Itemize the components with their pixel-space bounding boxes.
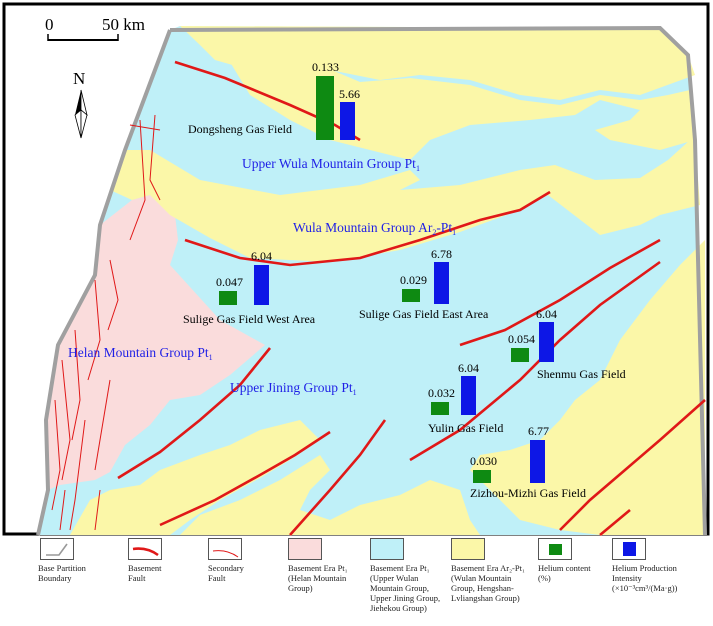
helium-value: 0.029 (400, 273, 427, 287)
north-arrow-icon (75, 90, 81, 115)
ar-swatch (451, 538, 485, 560)
helium-value: 0.047 (216, 275, 243, 289)
label-wula: Wula Mountain Group Ar2-Pt1 (293, 220, 456, 237)
field-name: Yulin Gas Field (428, 421, 503, 435)
production-value: 6.04 (251, 249, 272, 263)
production-bar (461, 376, 476, 415)
north-arrow: N (73, 69, 88, 139)
region-helan-fill (46, 195, 265, 490)
fault-east (459, 238, 661, 347)
helan-swatch (288, 538, 322, 560)
helium-bar (473, 470, 491, 483)
helium-swatch (538, 538, 572, 560)
label-upper-wula: Upper Wula Mountain Group Pt1 (242, 156, 420, 173)
base-partition-boundary (36, 25, 707, 536)
secondary-fault-swatch (208, 538, 242, 560)
helium-bar (219, 291, 237, 305)
helium-bar (511, 348, 529, 362)
legend-helium-content: Helium content (%) (538, 538, 591, 583)
region-sw-ar-fill (180, 455, 480, 535)
field-name: Shenmu Gas Field (537, 367, 626, 381)
helium-value: 0.133 (312, 60, 339, 74)
label-upper-jining: Upper Jining Group Pt1 (230, 380, 357, 397)
legend-ar-era: Basement Era Ar₂-Pt₁ (Wulan Mountain Group… (451, 538, 525, 603)
basement-faults (117, 60, 706, 536)
production-bar (254, 265, 269, 305)
fault-south (289, 419, 387, 536)
helium-bar (402, 289, 420, 302)
region-jining-fill (38, 26, 705, 535)
scale-distance: 50 km (102, 15, 145, 34)
field-sulige-east: Sulige Gas Field East Area 0.029 6.78 (359, 247, 489, 321)
production-value: 6.04 (536, 307, 557, 321)
geologic-map: 0 50 km N Upper Wula Mountain Group Pt1 … (2, 2, 710, 536)
field-name: Zizhou-Mizhi Gas Field (470, 486, 586, 500)
fault-southwest (159, 430, 331, 527)
production-bar (539, 322, 554, 362)
field-dongsheng: Dongsheng Gas Field 0.133 5.66 (188, 60, 360, 140)
fault-wula (184, 190, 551, 267)
helium-value: 0.032 (428, 386, 455, 400)
region-east-ar-fill (470, 240, 705, 535)
helium-value: 0.030 (470, 454, 497, 468)
production-bar (340, 102, 355, 140)
field-name: Sulige Gas Field East Area (359, 307, 489, 321)
jining-swatch (370, 538, 404, 560)
production-value: 6.78 (431, 247, 452, 261)
legend: Base Partition Boundary Basement Fault Sec… (0, 538, 713, 626)
legend-secondary-fault: Secondary Fault (208, 538, 244, 583)
secondary-faults (51, 114, 161, 531)
region-top-ar-fill (180, 26, 695, 100)
fault-jining-south (117, 347, 272, 480)
field-zizhou-mizhi: Zizhou-Mizhi Gas Field 0.030 6.77 (470, 424, 586, 500)
production-value: 5.66 (339, 87, 360, 101)
field-sulige-west: Sulige Gas Field West Area 0.047 6.04 (183, 249, 316, 326)
field-name: Sulige Gas Field West Area (183, 312, 316, 326)
production-swatch (612, 538, 646, 560)
production-value: 6.04 (458, 361, 479, 375)
legend-basement-fault: Basement Fault (128, 538, 162, 583)
scale-bar: 0 50 km (45, 15, 145, 41)
helium-value: 0.054 (508, 332, 535, 346)
helium-bar (316, 76, 334, 140)
fault-se-corner (599, 509, 631, 536)
region-wula-fill (110, 140, 700, 262)
legend-helan-era: Basement Era Pt₁ (Helan Mountain Group) (288, 538, 348, 593)
field-shenmu: Shenmu Gas Field 0.054 6.04 (508, 307, 626, 381)
legend-jining-era: Basement Era Pt₁ (Upper Wulan Mountain Gro… (370, 538, 440, 613)
basement-fault-swatch (128, 538, 162, 560)
field-yulin: Yulin Gas Field 0.032 6.04 (428, 361, 503, 435)
boundary-swatch (40, 538, 74, 560)
production-bar (434, 262, 449, 304)
label-helan: Helan Mountain Group Pt1 (68, 345, 213, 362)
production-value: 6.77 (528, 424, 549, 438)
helium-bar (431, 402, 449, 415)
fault-zizhou (559, 399, 706, 531)
region-south-ar-fill (70, 420, 320, 535)
north-label: N (73, 69, 85, 88)
field-name: Dongsheng Gas Field (188, 122, 292, 136)
scale-zero: 0 (45, 15, 54, 34)
legend-production-intensity: Helium Production Intensity (×10⁻³cm³/(Ma·… (612, 538, 677, 593)
production-bar (530, 440, 545, 483)
legend-base-boundary: Base Partition Boundary (38, 538, 86, 583)
